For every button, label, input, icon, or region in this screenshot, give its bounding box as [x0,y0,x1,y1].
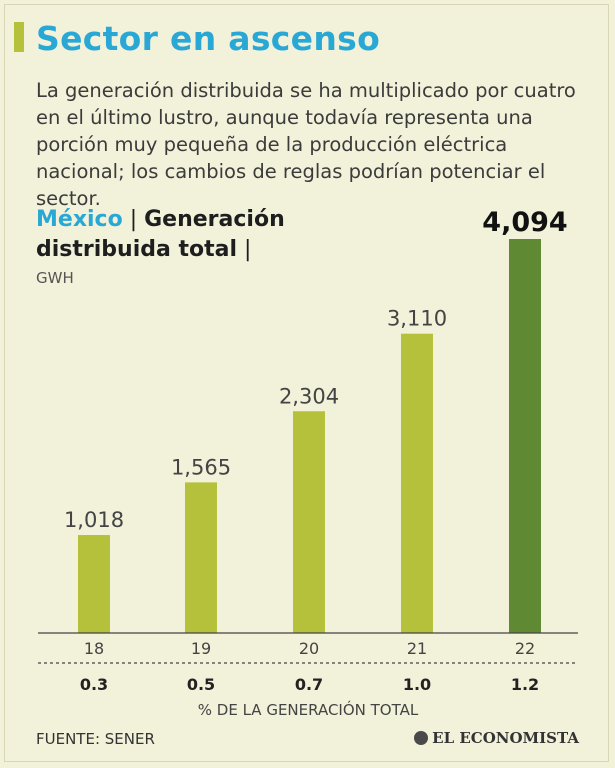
brand-logo: EL ECONOMISTA [414,729,579,747]
page-title: Sector en ascenso [36,19,381,58]
chart-unit: GWH [36,269,74,287]
data-label: 1,565 [171,455,231,479]
x-tick-label: 22 [515,639,535,658]
x-tick-label: 20 [299,639,319,658]
frame [4,4,609,762]
page-subtitle: La generación distribuida se ha multipli… [36,79,576,210]
share-value: 1.2 [511,675,539,694]
data-label: 4,094 [482,207,567,238]
secondary-axis-label: % DE LA GENERACIÓN TOTAL [198,700,419,719]
bar [509,239,541,633]
chart-heading: México | Generación distribuida total | [36,205,416,265]
x-tick-label: 19 [191,639,211,658]
brand-name: EL ECONOMISTA [432,729,579,747]
share-value: 0.7 [295,675,323,694]
x-tick-label: 18 [84,639,104,658]
bar [293,411,325,633]
data-label: 1,018 [64,508,124,532]
title-accent-bar [14,22,24,52]
data-label: 3,110 [387,307,447,331]
bar [185,482,217,633]
chart-country: México [36,207,123,232]
x-tick-label: 21 [407,639,427,658]
share-value: 1.0 [403,675,431,694]
share-value: 0.5 [187,675,215,694]
brand-icon [414,731,429,745]
bar [401,333,433,633]
chart-separator: | [237,237,252,262]
share-value: 0.3 [80,675,108,694]
chart-separator: | [122,207,145,232]
chart-label: Generación distribuida total [36,207,285,262]
source-note: FUENTE: SENER [36,730,155,748]
bar [78,535,110,633]
data-label: 2,304 [279,384,339,408]
